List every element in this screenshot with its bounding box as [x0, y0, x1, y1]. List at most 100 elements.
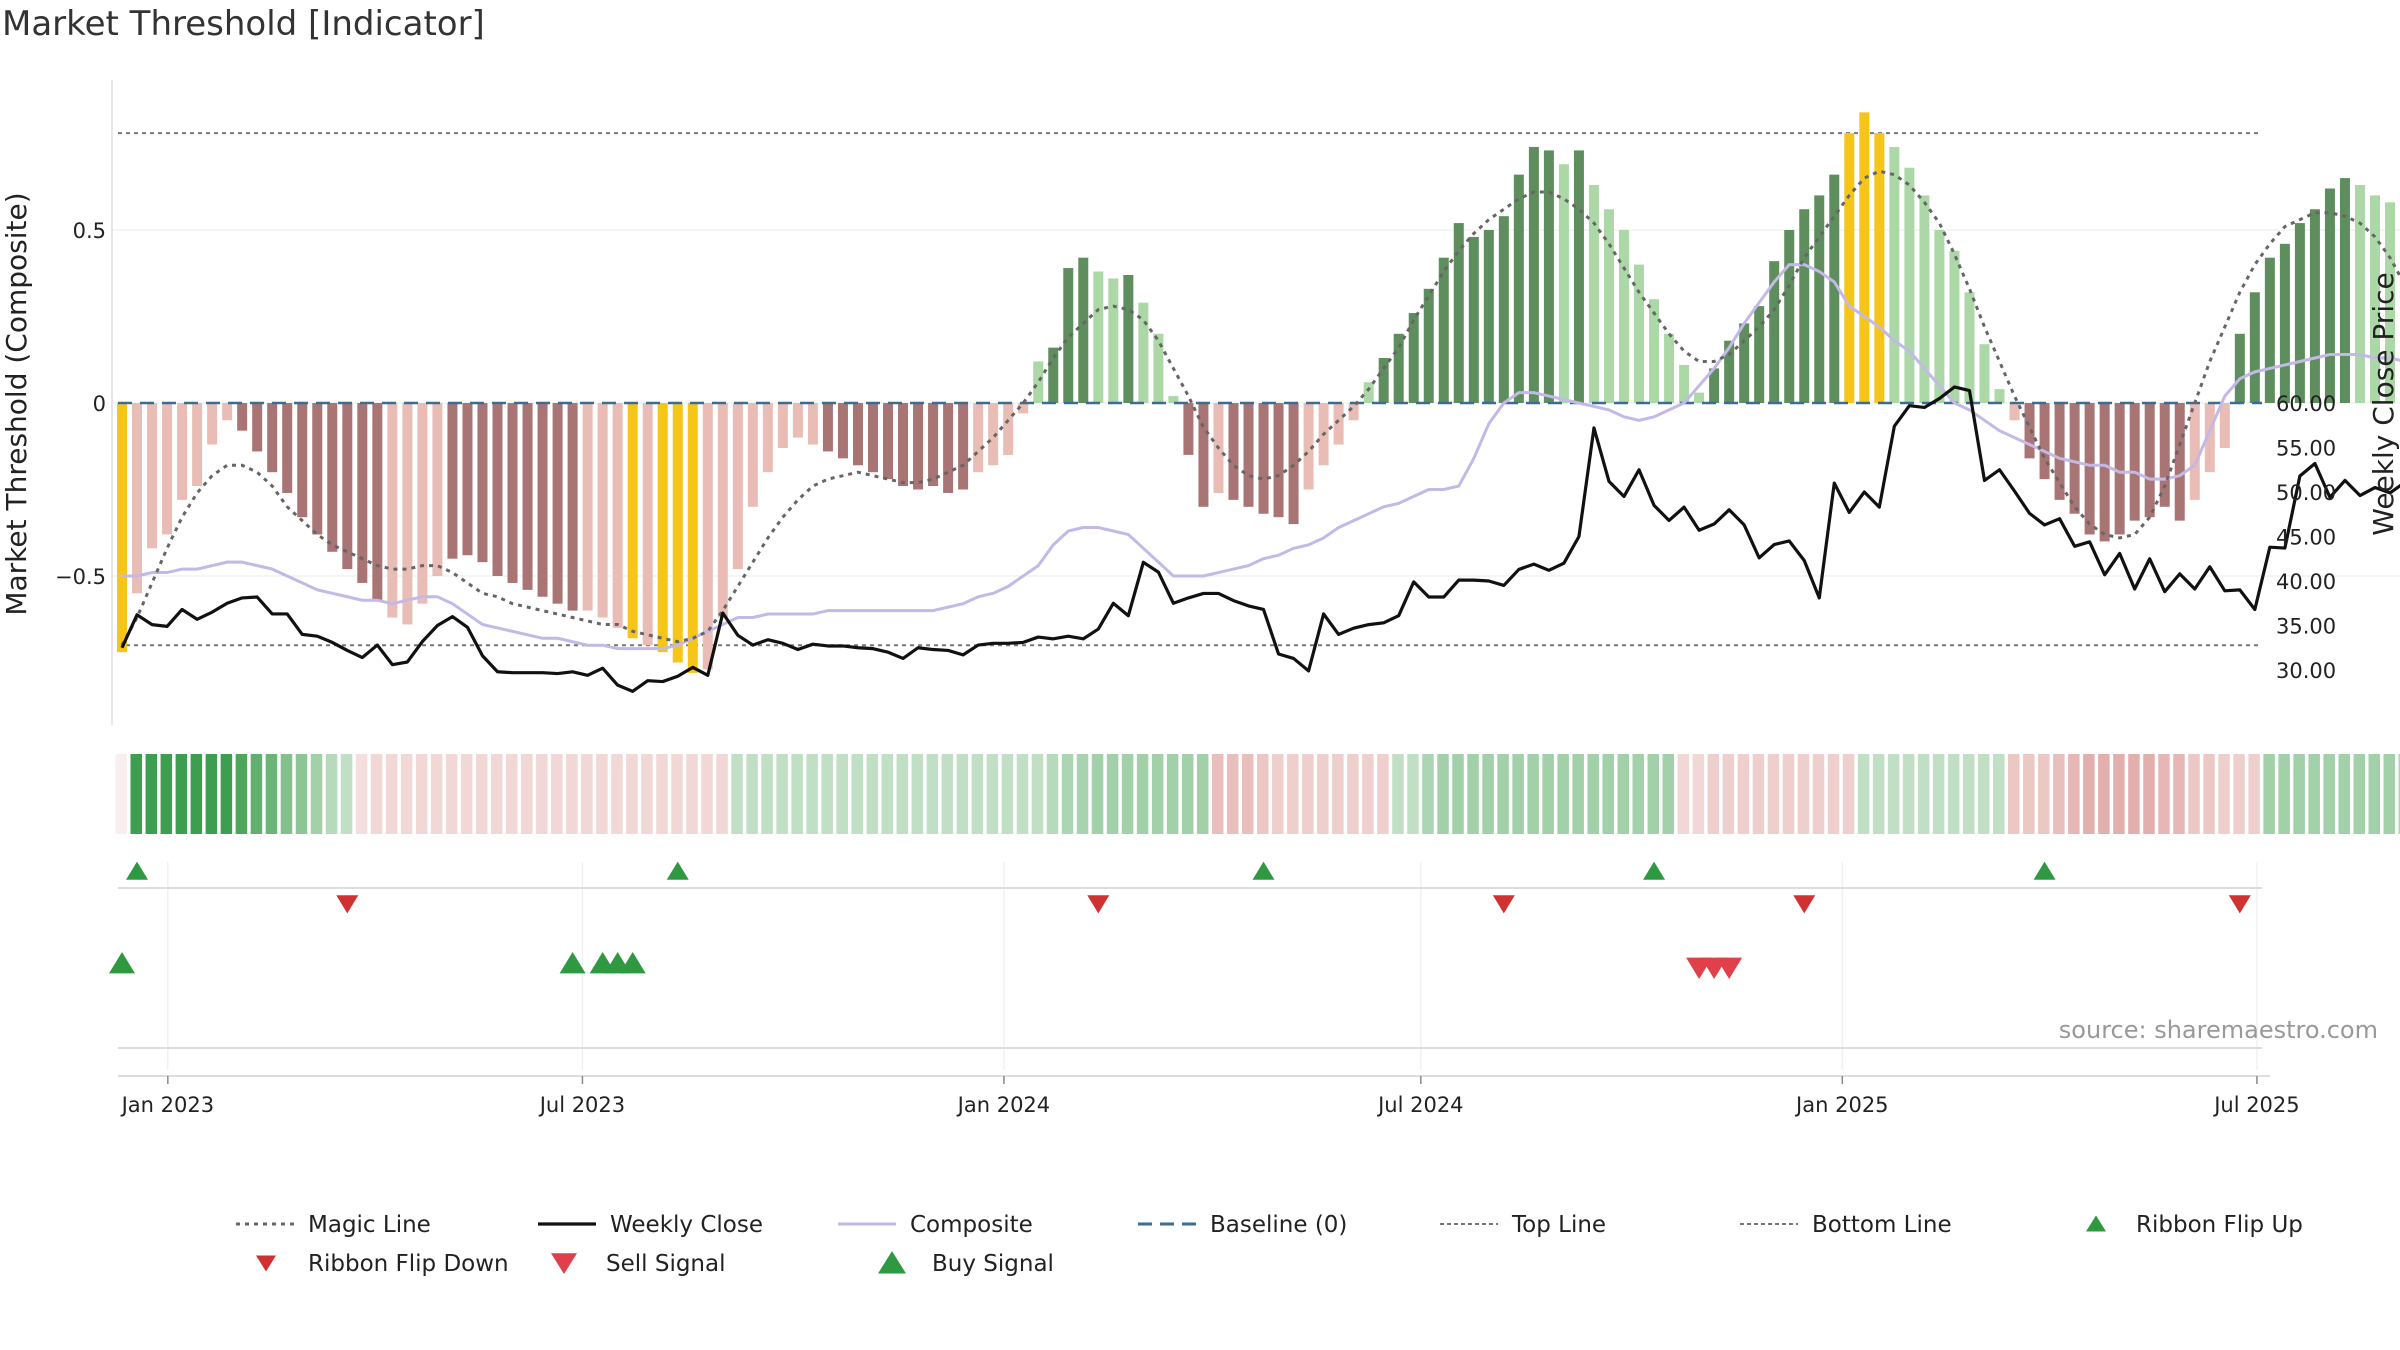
ribbon-flip-down-marker [1793, 895, 1816, 914]
composite-bar [2294, 223, 2305, 403]
ribbon-cell [761, 754, 773, 834]
ribbon-cell [295, 754, 308, 834]
ribbon-cell [235, 754, 248, 834]
composite-bar [1904, 167, 1915, 403]
legend-label: Buy Signal [932, 1251, 1054, 1277]
composite-bar [1093, 271, 1104, 403]
ribbon-cell [971, 754, 984, 834]
composite-bar [1844, 133, 1855, 403]
composite-bar [1453, 223, 1464, 403]
ribbon-cell [2353, 754, 2365, 834]
composite-bar [462, 403, 473, 556]
ribbon-cell [1287, 754, 1299, 834]
composite-bar [1348, 403, 1359, 421]
ribbon-cell [2248, 754, 2260, 834]
composite-bar [792, 403, 803, 438]
right-tick-label: 40.00 [2276, 570, 2336, 594]
ribbon-flip-up-marker [1252, 861, 1275, 880]
ribbon-cell [2233, 754, 2245, 834]
ribbon-cell [460, 754, 473, 834]
legend-item: Magic Line [236, 1212, 431, 1238]
composite-bar [297, 403, 308, 518]
x-tick-label: Jul 2025 [2212, 1093, 2299, 1117]
composite-bar [1649, 299, 1660, 403]
composite-bar [1513, 174, 1524, 403]
composite-bar [747, 403, 758, 507]
composite-bar [1829, 174, 1840, 403]
composite-bar [657, 403, 668, 653]
signal-panel [109, 861, 2270, 1077]
composite-bar [2249, 292, 2260, 403]
composite-bar [2279, 243, 2290, 403]
composite-bar [1769, 261, 1780, 403]
legend-label: Composite [910, 1212, 1033, 1238]
left-tick-label: 0 [93, 392, 106, 416]
ribbon-cell [716, 754, 728, 834]
legend-item: Ribbon Flip Down [256, 1251, 509, 1277]
ribbon-cell [956, 754, 969, 834]
ribbon-cell [1993, 754, 2005, 834]
composite-bar [237, 403, 248, 431]
composite-bar [807, 403, 818, 445]
ribbon-cell [1932, 754, 1945, 834]
ribbon-cell [1257, 754, 1269, 834]
composite-bar [2309, 209, 2320, 403]
ribbon-cell [1722, 754, 1735, 834]
composite-bar [2039, 403, 2050, 480]
composite-bar [357, 403, 368, 583]
composite-bar [1393, 333, 1404, 403]
ribbon-cell [1001, 754, 1014, 834]
composite-bar [928, 403, 939, 487]
ribbon-cell [731, 754, 743, 834]
composite-bar [687, 403, 698, 673]
ribbon-flip-up-marker [666, 861, 689, 880]
ribbon-cell [911, 754, 924, 834]
ribbon-cell [2293, 754, 2305, 834]
ribbon-cell [581, 754, 593, 834]
ribbon-cell [2218, 754, 2230, 834]
ribbon-cell [1317, 754, 1329, 834]
composite-bar [597, 403, 608, 618]
composite-bar [1438, 257, 1449, 403]
composite-bar [2069, 403, 2080, 514]
composite-bar [1919, 195, 1930, 403]
ribbon-cell [1917, 754, 1930, 834]
ribbon-cell [1827, 754, 1840, 834]
x-tick-label: Jan 2023 [120, 1093, 215, 1117]
ribbon-cell [2263, 754, 2275, 834]
legend-label: Magic Line [308, 1212, 431, 1238]
sell-signal-marker [1716, 957, 1743, 980]
right-tick-label: 60.00 [2276, 392, 2336, 416]
composite-bar [582, 403, 593, 611]
composite-bar [552, 403, 563, 604]
ribbon-cell [986, 754, 999, 834]
left-tick-label: −0.5 [55, 565, 106, 589]
ribbon-flip-down-marker [1087, 895, 1110, 914]
composite-bar [958, 403, 969, 490]
composite-bar [1859, 112, 1870, 404]
left-axis-label: Market Threshold (Composite) [0, 192, 33, 615]
composite-bar [147, 403, 158, 549]
ribbon-flip-up-marker [126, 861, 149, 880]
composite-bar [2174, 403, 2185, 521]
ribbon-cell [1272, 754, 1284, 834]
composite-bar [612, 403, 623, 628]
ribbon-cell [596, 754, 608, 834]
ribbon-cell [2308, 754, 2320, 834]
legend-swatch [878, 1251, 906, 1274]
right-tick-label: 30.00 [2276, 659, 2336, 683]
composite-bar [1258, 403, 1269, 514]
ribbon-cell [445, 754, 458, 834]
ribbon-cell [2383, 754, 2396, 834]
composite-bar [852, 403, 863, 466]
ribbon-cell [2398, 754, 2400, 834]
ribbon-cell [2188, 754, 2200, 834]
x-tick-label: Jul 2023 [538, 1093, 625, 1117]
composite-bar [973, 403, 984, 473]
ribbon-cell [1061, 754, 1074, 834]
composite-bar [417, 403, 428, 604]
composite-bar [162, 403, 173, 535]
composite-bar [327, 403, 338, 552]
composite-bar [2189, 403, 2200, 500]
buy-signal-marker [559, 951, 586, 974]
